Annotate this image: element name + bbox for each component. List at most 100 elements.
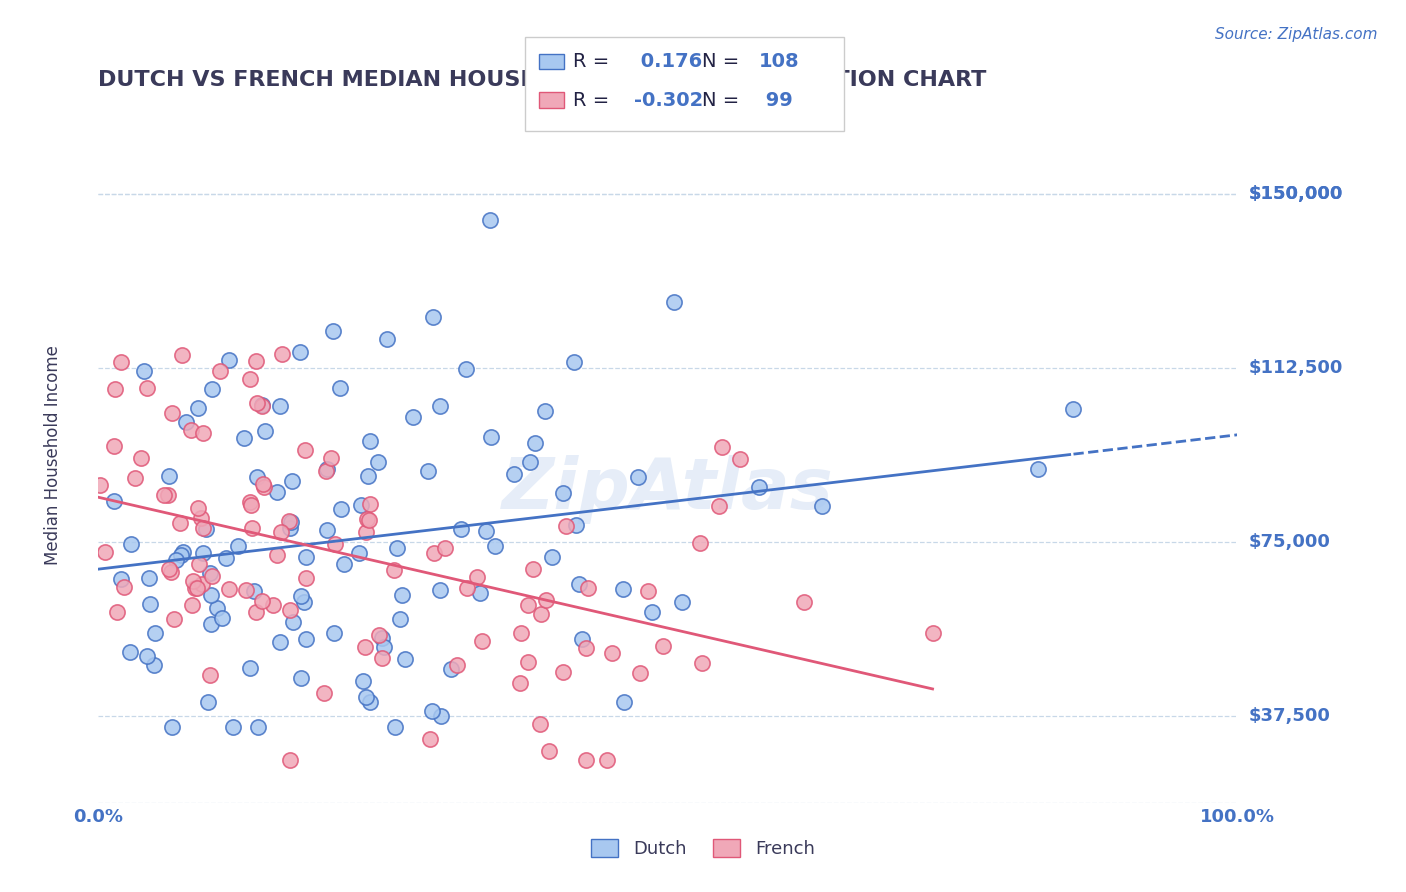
Point xyxy=(271,347,294,361)
Point xyxy=(253,479,276,493)
Point xyxy=(239,495,262,509)
Point xyxy=(131,451,153,466)
Text: 0.176: 0.176 xyxy=(634,53,702,71)
Point xyxy=(540,549,562,564)
Point xyxy=(193,546,215,560)
Point xyxy=(329,381,352,395)
Point xyxy=(252,476,274,491)
Point xyxy=(245,606,267,620)
Point xyxy=(181,574,204,588)
Point xyxy=(479,430,502,444)
Point xyxy=(200,616,222,631)
Point xyxy=(138,571,160,585)
Point xyxy=(118,645,141,659)
Text: Source: ZipAtlas.com: Source: ZipAtlas.com xyxy=(1215,27,1378,42)
Point xyxy=(209,364,232,378)
Point xyxy=(201,382,224,396)
Point xyxy=(1063,401,1085,416)
Point xyxy=(250,399,273,413)
Point xyxy=(205,601,228,615)
Point xyxy=(574,753,596,767)
Point xyxy=(450,522,472,536)
Point xyxy=(728,451,751,466)
Point xyxy=(253,424,276,438)
Point xyxy=(197,695,219,709)
Point xyxy=(292,595,315,609)
Point xyxy=(571,632,593,646)
Point xyxy=(294,550,316,565)
Point xyxy=(226,539,249,553)
Point xyxy=(162,721,184,735)
Point xyxy=(353,640,375,654)
Point xyxy=(187,501,209,516)
Point xyxy=(357,513,380,527)
Point xyxy=(184,581,207,595)
Point xyxy=(524,436,547,450)
Point xyxy=(160,406,183,420)
Point xyxy=(153,488,176,502)
Point xyxy=(456,581,478,595)
Point xyxy=(193,425,215,440)
Point xyxy=(110,355,132,369)
Point xyxy=(689,536,711,550)
Point xyxy=(215,551,238,566)
Point xyxy=(277,515,299,529)
Point xyxy=(1026,461,1049,475)
Point xyxy=(748,480,770,494)
Point xyxy=(329,502,352,516)
Point xyxy=(269,399,291,413)
Point xyxy=(200,588,222,602)
Point xyxy=(440,662,463,676)
Text: $150,000: $150,000 xyxy=(1249,185,1343,203)
Point xyxy=(562,355,585,369)
Point xyxy=(359,434,381,448)
Point xyxy=(278,521,301,535)
Point xyxy=(613,696,636,710)
Point xyxy=(551,486,574,500)
Point xyxy=(136,381,159,395)
Point xyxy=(240,499,263,513)
Point xyxy=(429,583,451,598)
Point xyxy=(190,511,212,525)
Point xyxy=(240,521,263,535)
Point xyxy=(157,469,180,483)
Legend: Dutch, French: Dutch, French xyxy=(583,831,823,865)
Text: R =: R = xyxy=(574,53,616,71)
Point xyxy=(105,605,128,619)
Text: $75,000: $75,000 xyxy=(1249,533,1330,551)
Point xyxy=(315,464,337,478)
Point xyxy=(576,581,599,595)
Point xyxy=(574,641,596,656)
Text: Median Household Income: Median Household Income xyxy=(44,345,62,565)
Point xyxy=(422,310,444,324)
Point xyxy=(509,675,531,690)
Point xyxy=(103,439,125,453)
Point xyxy=(456,362,478,376)
Point xyxy=(384,721,406,735)
Point xyxy=(139,598,162,612)
Point xyxy=(465,570,488,584)
Point xyxy=(551,665,574,679)
Point xyxy=(124,471,146,485)
Point xyxy=(595,753,617,767)
Text: 99: 99 xyxy=(759,91,793,110)
Point xyxy=(371,631,394,645)
Point xyxy=(156,488,179,502)
Point xyxy=(198,668,221,682)
Point xyxy=(295,571,318,585)
Point xyxy=(333,557,356,571)
Point xyxy=(375,331,398,345)
Point xyxy=(319,451,342,466)
Point xyxy=(690,656,713,670)
Point xyxy=(247,721,270,735)
Point xyxy=(191,576,214,591)
Point xyxy=(565,518,588,533)
Text: $150,000: $150,000 xyxy=(1249,185,1343,203)
Point xyxy=(416,464,439,478)
Point xyxy=(707,499,730,513)
Point xyxy=(176,415,198,429)
Point xyxy=(534,404,557,418)
Point xyxy=(135,649,157,664)
Point xyxy=(354,525,377,540)
Point xyxy=(568,577,591,591)
